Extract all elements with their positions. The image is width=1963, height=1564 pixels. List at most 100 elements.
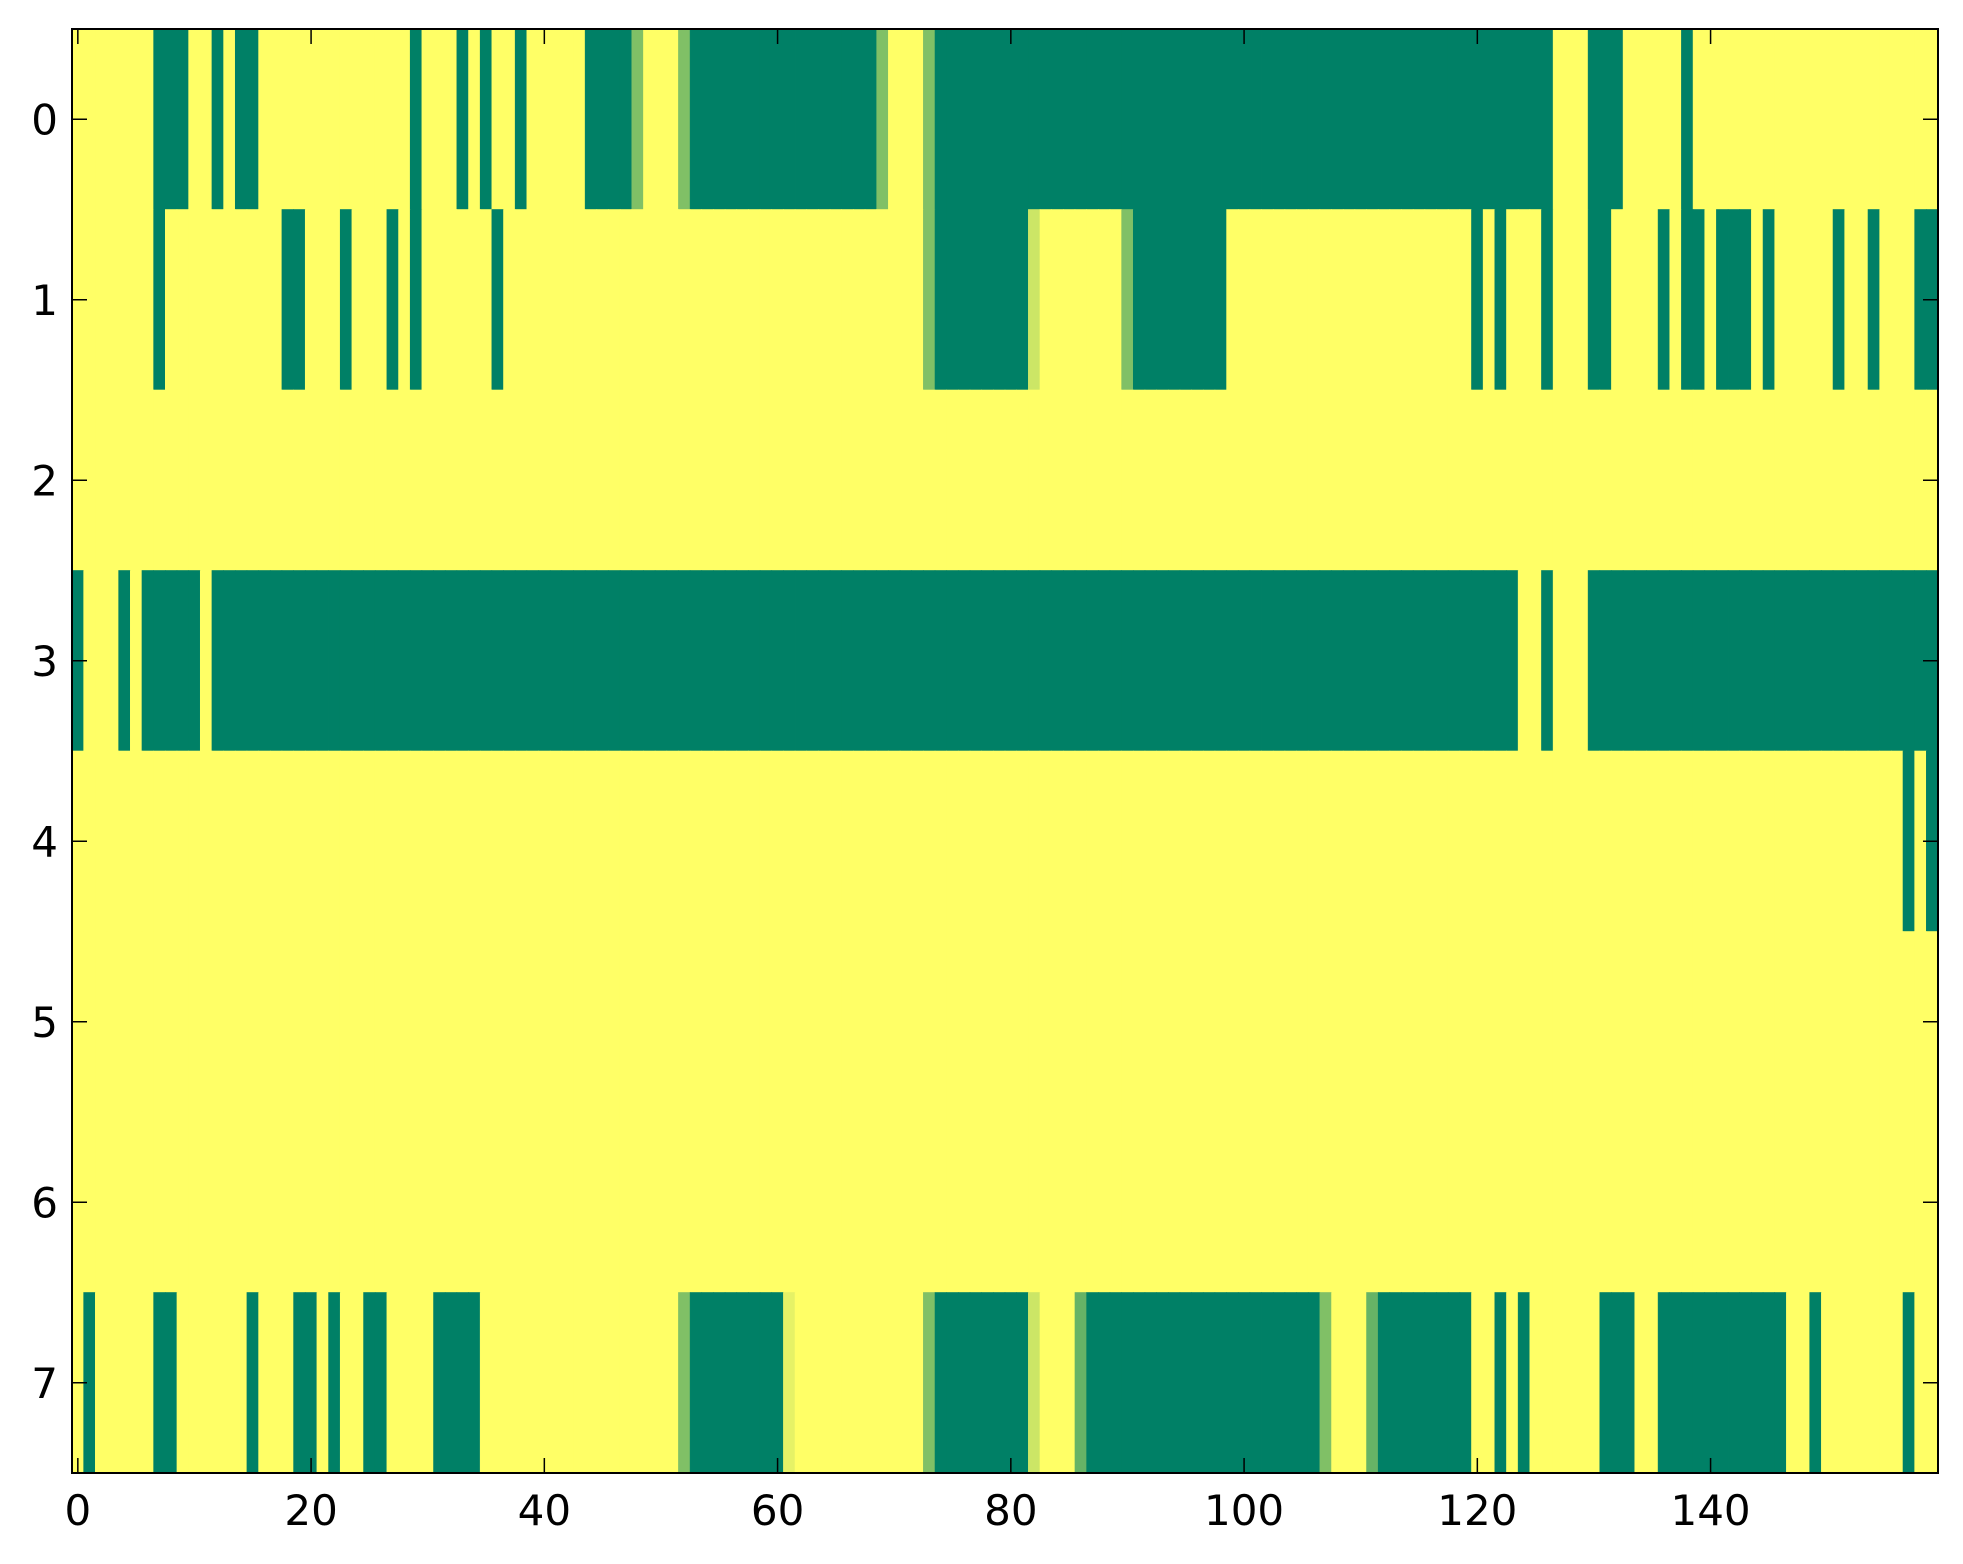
cell [1739,389,1752,571]
cell [468,389,481,571]
cell [386,931,399,1113]
cell [946,570,959,752]
cell [1249,1111,1262,1293]
cell [853,931,866,1113]
cell [1634,389,1647,571]
cell [1891,1292,1904,1474]
cell [538,209,551,391]
cell [1132,28,1146,210]
cell [1331,750,1344,932]
cell [1879,28,1892,210]
cell [1284,1292,1297,1474]
cell [1121,28,1134,210]
cell [1622,750,1636,932]
cell [1004,28,1017,210]
cell [806,750,819,932]
cell [269,1292,283,1474]
cell [911,1292,924,1474]
cell [783,28,796,210]
cell [234,570,248,752]
cell [608,389,621,571]
cell [188,389,201,571]
cell [1296,389,1309,571]
cell [829,28,843,210]
cell [1599,931,1612,1113]
cell [1576,209,1589,391]
cell [1156,931,1169,1113]
cell [503,1292,516,1474]
cell [1051,1292,1064,1474]
cell [1389,570,1402,752]
cell [1401,1111,1414,1293]
cell [1191,389,1204,571]
cell [433,570,446,752]
cell [771,1292,784,1474]
cell [1319,1111,1332,1293]
cell [1832,931,1845,1113]
cell [130,931,143,1113]
cell [794,931,808,1113]
cell [1377,389,1391,571]
cell [456,570,469,752]
cell [234,389,248,571]
cell [1237,209,1251,391]
cell [1354,209,1367,391]
cell [1424,28,1437,210]
cell [468,750,481,932]
cell [759,28,773,210]
cell [1494,1292,1507,1474]
cell [1354,750,1367,932]
cell [1459,570,1472,752]
cell [1529,1111,1542,1293]
cell [1249,931,1262,1113]
cell [1167,389,1181,571]
cell [1821,570,1834,752]
cell [351,750,364,932]
cell [316,209,329,391]
cell [1109,389,1122,571]
cell [876,750,889,932]
cell [398,389,411,571]
cell [1821,1111,1834,1293]
cell [1891,750,1904,932]
cell [491,1292,504,1474]
cell [1657,28,1671,210]
cell [293,389,306,571]
cell [1063,750,1076,932]
cell [1086,389,1099,571]
cell [1016,209,1029,391]
cell [1669,28,1682,210]
plot-frame [71,28,1939,1474]
cell [1902,750,1915,932]
cell [1739,750,1752,932]
cell [561,28,574,210]
cell [841,570,854,752]
cell [1552,1111,1566,1293]
cell [281,750,294,932]
cell [433,389,446,571]
x-tick-label: 120 [1437,1486,1517,1535]
cell [1179,389,1192,571]
cell [1657,570,1671,752]
cell [1074,931,1087,1113]
cell [1366,570,1379,752]
cell [176,28,189,210]
cell [141,1111,154,1293]
cell [304,750,318,932]
cell [269,389,283,571]
cell [1121,389,1134,571]
cell [619,931,633,1113]
cell [1599,389,1612,571]
cell [689,1111,703,1293]
cell [993,1111,1006,1293]
cell [304,28,318,210]
cell [1506,1292,1519,1474]
cell [1821,931,1834,1113]
cell [1552,570,1566,752]
cell [1517,1292,1531,1474]
cell [689,750,703,932]
cell [1436,570,1449,752]
cell [1109,28,1122,210]
cell [596,750,609,932]
cell [759,389,773,571]
